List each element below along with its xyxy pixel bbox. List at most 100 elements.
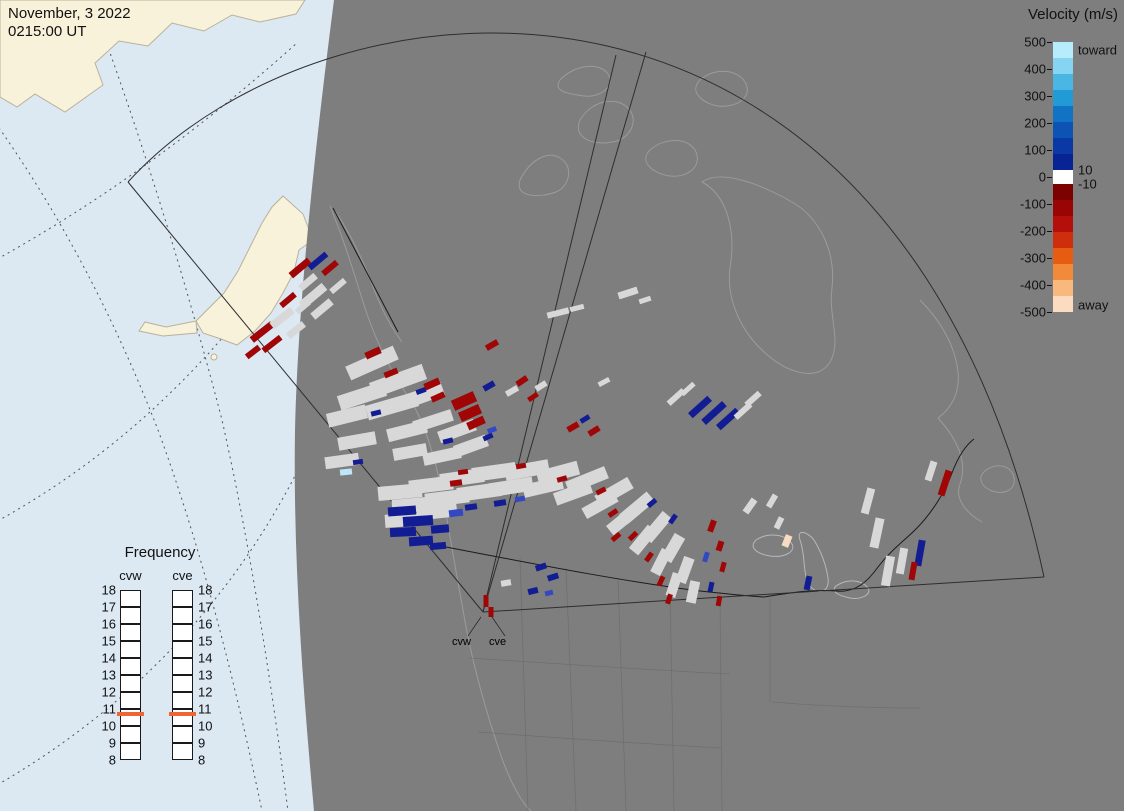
velocity-cell (895, 547, 909, 575)
frequency-tick-label: 14 (198, 650, 213, 666)
velocity-cell (307, 251, 329, 271)
velocity-cell (337, 431, 377, 451)
velocity-cell (500, 579, 512, 587)
velocity-cell (514, 495, 526, 503)
date-text: November, 3 2022 (8, 5, 131, 22)
velocity-tick-mark (1047, 150, 1052, 151)
night-region (294, 0, 1124, 811)
frequency-tick-label: 17 (198, 599, 213, 615)
frequency-box (120, 726, 141, 743)
frequency-box (172, 641, 193, 658)
velocity-cell (415, 386, 427, 396)
inner-tick-minus10: -10 (1078, 176, 1097, 192)
velocity-cell (597, 376, 611, 388)
timestamp: November, 3 2022 0215:00 UT (8, 5, 131, 41)
frequency-tick-label: 11 (102, 701, 117, 717)
velocity-cell (701, 401, 727, 425)
velocity-cell (534, 380, 548, 392)
velocity-tick-label: 300 (1024, 88, 1046, 104)
velocity-cell (687, 395, 713, 419)
frequency-box (172, 658, 193, 675)
velocity-cell (646, 497, 658, 509)
velocity-tick-label: 100 (1024, 142, 1046, 158)
velocity-cell (408, 535, 434, 547)
velocity-cell (423, 377, 441, 391)
velocity-cell (345, 345, 399, 381)
velocity-cell (581, 491, 619, 519)
velocity-tick-mark (1047, 312, 1052, 313)
frequency-tick-label: 12 (198, 684, 213, 700)
velocity-cell (430, 391, 446, 403)
velocity-cell (742, 497, 758, 515)
velocity-cell (482, 380, 496, 392)
velocity-tick-mark (1047, 204, 1052, 205)
frequency-bar-cvw (117, 590, 144, 760)
velocity-cell (715, 595, 723, 607)
velocity-cell (707, 519, 717, 533)
velocity-cell (515, 462, 527, 470)
velocity-cell (644, 551, 654, 563)
velocity-tick-label: 200 (1024, 115, 1046, 131)
colorbar-segment (1053, 122, 1073, 138)
frequency-tick-label: 8 (198, 752, 206, 768)
toward-label: toward (1078, 42, 1118, 58)
velocity-tick-label: -400 (1019, 277, 1046, 293)
frequency-tick-label: 14 (101, 650, 116, 666)
colorbar-segment (1053, 154, 1073, 170)
velocity-cell (685, 580, 701, 604)
frequency-marker (117, 712, 144, 717)
velocity-cell (437, 418, 477, 444)
velocity-cell (504, 385, 520, 397)
velocity-cell (449, 479, 463, 487)
velocity-cell (880, 555, 896, 587)
velocity-cell (715, 540, 725, 552)
frequency-legend-title: Frequency (124, 544, 196, 561)
colorbar-segment (1053, 138, 1073, 154)
velocity-cell (450, 391, 478, 411)
velocity-cell (515, 375, 529, 387)
velocity-cell (579, 414, 591, 424)
velocity-cell (628, 524, 658, 556)
colorbar-segment (1053, 42, 1073, 58)
velocity-cell (587, 425, 601, 437)
velocity-cell (329, 277, 347, 295)
velocity-cell (707, 581, 715, 593)
velocity-cell (595, 486, 607, 496)
velocity-tick-label: -100 (1019, 196, 1046, 212)
velocity-cell (527, 586, 539, 596)
velocity-cell (339, 468, 353, 476)
velocity-tick-label: -200 (1019, 223, 1046, 239)
velocity-cell (383, 367, 399, 379)
frequency-tick-label: 18 (198, 582, 213, 598)
velocity-cell (269, 306, 295, 330)
frequency-tick-label: 8 (108, 752, 116, 768)
velocity-cell (719, 561, 727, 573)
velocity-legend-title: Velocity (m/s) (1027, 6, 1118, 23)
velocity-cell (535, 460, 581, 486)
frequency-box (120, 590, 141, 607)
velocity-cell (466, 415, 486, 431)
velocity-cell (569, 303, 585, 313)
velocity-cell (402, 514, 434, 528)
frequency-box (172, 743, 193, 760)
velocity-cell (638, 295, 652, 305)
velocity-cell (482, 432, 494, 442)
frequency-box (120, 607, 141, 624)
velocity-cell (527, 391, 539, 403)
frequency-tick-label: 17 (101, 599, 116, 615)
frequency-box (120, 658, 141, 675)
velocity-cells-layer (244, 251, 953, 617)
velocity-cell (452, 434, 490, 458)
colorbar-segment (1053, 296, 1073, 312)
landmass (0, 0, 314, 361)
velocity-cell (486, 426, 498, 434)
velocity-tick-mark (1047, 42, 1052, 43)
velocity-cell (370, 409, 382, 417)
frequency-tick-label: 9 (108, 735, 116, 751)
velocity-cell (869, 517, 885, 549)
velocity-cell (607, 508, 619, 518)
colorbar-segment (1053, 58, 1073, 74)
radar-label-leaders (467, 616, 506, 637)
colorbar-segment (1053, 74, 1073, 90)
velocity-tick-label: 500 (1024, 34, 1046, 50)
